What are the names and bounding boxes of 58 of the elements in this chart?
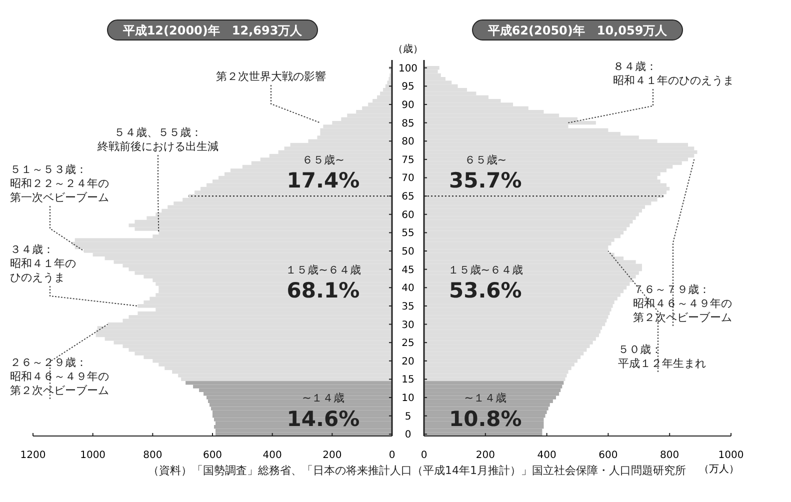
y-tick-label: 65 xyxy=(402,192,414,203)
x-tick-label: 600 xyxy=(598,450,618,461)
annotation: 53.6% xyxy=(448,278,522,303)
annotation: 14.6% xyxy=(286,406,360,431)
y-tick-label: 15 xyxy=(402,374,414,386)
x-tick-label: 600 xyxy=(202,450,222,461)
y-tick-label: 50 xyxy=(402,246,414,258)
chart-title: 平成62(2050)年 10,059万人 xyxy=(486,24,668,38)
x-tick-label: 800 xyxy=(143,450,162,461)
y-tick-label: 95 xyxy=(402,82,414,93)
y-tick-label: 0 xyxy=(404,430,412,441)
annotation: ５０歳：平成１２年生まれ xyxy=(618,343,706,370)
y-tick-label: 90 xyxy=(402,100,414,111)
y-tick-label: 25 xyxy=(402,338,414,350)
annotation: 68.1% xyxy=(286,278,360,303)
x-tick-label: 1000 xyxy=(80,450,106,461)
y-tick-label: 30 xyxy=(402,320,414,331)
y-tick-label: 70 xyxy=(402,173,414,184)
annotation: 第２次世界大戦の影響 xyxy=(216,70,326,83)
annotation: ８４歳：昭和４１年のひのえうま xyxy=(613,60,734,87)
annotation: １５歳~６４歳 xyxy=(286,263,361,276)
annotation: 35.7% xyxy=(448,168,522,193)
annotation: ５４歳、５５歳：終戦前後における出生減 xyxy=(96,126,218,153)
annotation: ５１～５３歳：昭和２２～２４年の第一次ベビーブーム xyxy=(10,163,109,204)
y-tick-label: 40 xyxy=(402,283,414,294)
annotation: 10.8% xyxy=(448,406,522,431)
chart-title: 平成12(2000)年 12,693万人 xyxy=(122,24,304,38)
annotation: ３４歳：昭和４１年のひのえうま xyxy=(10,243,76,284)
annotation: ~１４歳 xyxy=(464,392,507,405)
x-tick-label: 1200 xyxy=(20,450,46,461)
y-tick-label: 20 xyxy=(402,356,414,368)
annotation: １５歳~６４歳 xyxy=(448,263,524,276)
x-tick-label: 200 xyxy=(322,450,342,461)
x-axis-title: （万人） xyxy=(699,464,739,475)
x-tick-label: 400 xyxy=(537,450,556,461)
annotation: 17.4% xyxy=(286,168,360,193)
annotation: ６５歳~ xyxy=(464,153,507,166)
x-tick-label: 200 xyxy=(476,450,495,461)
y-tick-label: 60 xyxy=(402,210,414,221)
x-tick-label: 800 xyxy=(660,450,680,461)
annotation: ~１４歳 xyxy=(302,392,344,405)
annotation: ６５歳~ xyxy=(302,153,344,166)
x-tick-label: 1000 xyxy=(718,450,744,461)
annotation: ２６～２９歳：昭和４６～４９年の第２次ベビーブーム xyxy=(10,356,109,397)
text: （資料）「国勢調査」総務省、「日本の将来推計人口（平成14年1月推計）」国立社会保障・人口問題研究所 xyxy=(148,464,686,477)
y-tick-label: 100 xyxy=(398,63,418,74)
x-tick-label: 0 xyxy=(420,450,428,461)
y-tick-label: 80 xyxy=(402,136,414,148)
y-axis-title: （歳） xyxy=(393,43,423,55)
y-tick-label: 10 xyxy=(402,393,414,404)
y-tick-label: 85 xyxy=(402,118,414,130)
y-tick-label: 45 xyxy=(402,264,414,276)
x-tick-label: 0 xyxy=(388,450,396,461)
y-tick-label: 55 xyxy=(402,228,414,240)
y-tick-label: 75 xyxy=(402,154,414,166)
x-tick-label: 400 xyxy=(262,450,282,461)
y-tick-label: 5 xyxy=(404,411,412,422)
y-tick-label: 35 xyxy=(402,301,414,312)
